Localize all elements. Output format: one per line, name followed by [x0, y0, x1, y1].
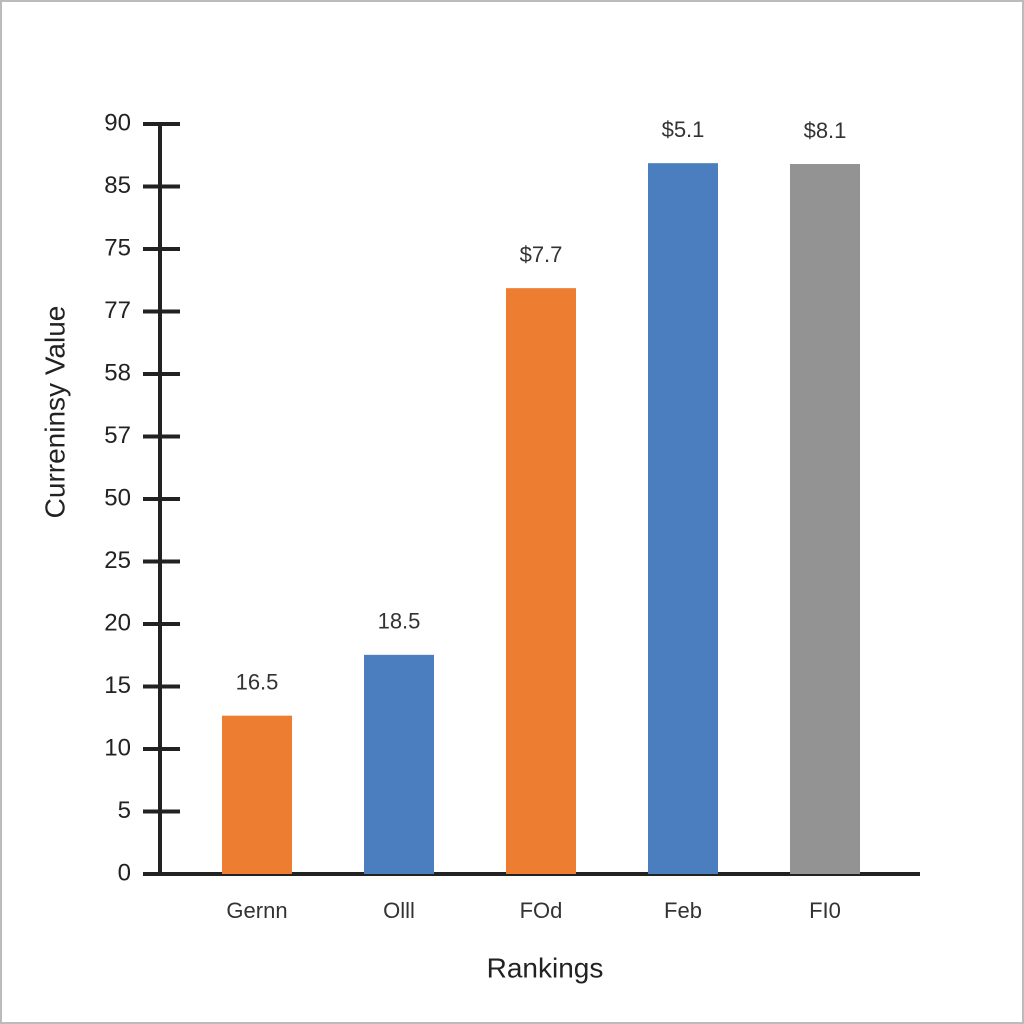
y-tick-label: 10: [104, 734, 131, 761]
annotation: $7.7: [520, 242, 563, 267]
x-tick-label: Olll: [383, 898, 415, 923]
bar: [222, 715, 292, 874]
bar: [790, 164, 860, 874]
y-tick-label: 5: [118, 797, 131, 824]
y-tick-label: 90: [104, 109, 131, 136]
y-axis-title: Curreninsy Value: [39, 306, 70, 519]
y-tick-label: 57: [104, 422, 131, 449]
bar: [506, 288, 576, 875]
annotation: $8.1: [804, 118, 847, 143]
x-axis-title: Rankings: [487, 952, 604, 983]
y-tick-label: 77: [104, 297, 131, 324]
annotation: $5.1: [662, 117, 705, 142]
y-tick-label: 15: [104, 672, 131, 699]
y-tick-label: 75: [104, 234, 131, 261]
x-tick-label: Feb: [664, 898, 702, 923]
annotation: 16.5: [236, 669, 279, 694]
bar: [648, 163, 718, 874]
y-tick-label: 0: [118, 859, 131, 886]
x-tick-label: FOd: [520, 898, 563, 923]
y-tick-label: 58: [104, 359, 131, 386]
annotation: 18.5: [378, 609, 421, 634]
x-tick-label: FI0: [809, 898, 841, 923]
y-tick-label: 25: [104, 547, 131, 574]
y-tick-label: 85: [104, 172, 131, 199]
bar: [364, 654, 434, 874]
x-tick-label: Gernn: [226, 898, 287, 923]
y-tick-label: 50: [104, 484, 131, 511]
y-tick-label: 20: [104, 609, 131, 636]
